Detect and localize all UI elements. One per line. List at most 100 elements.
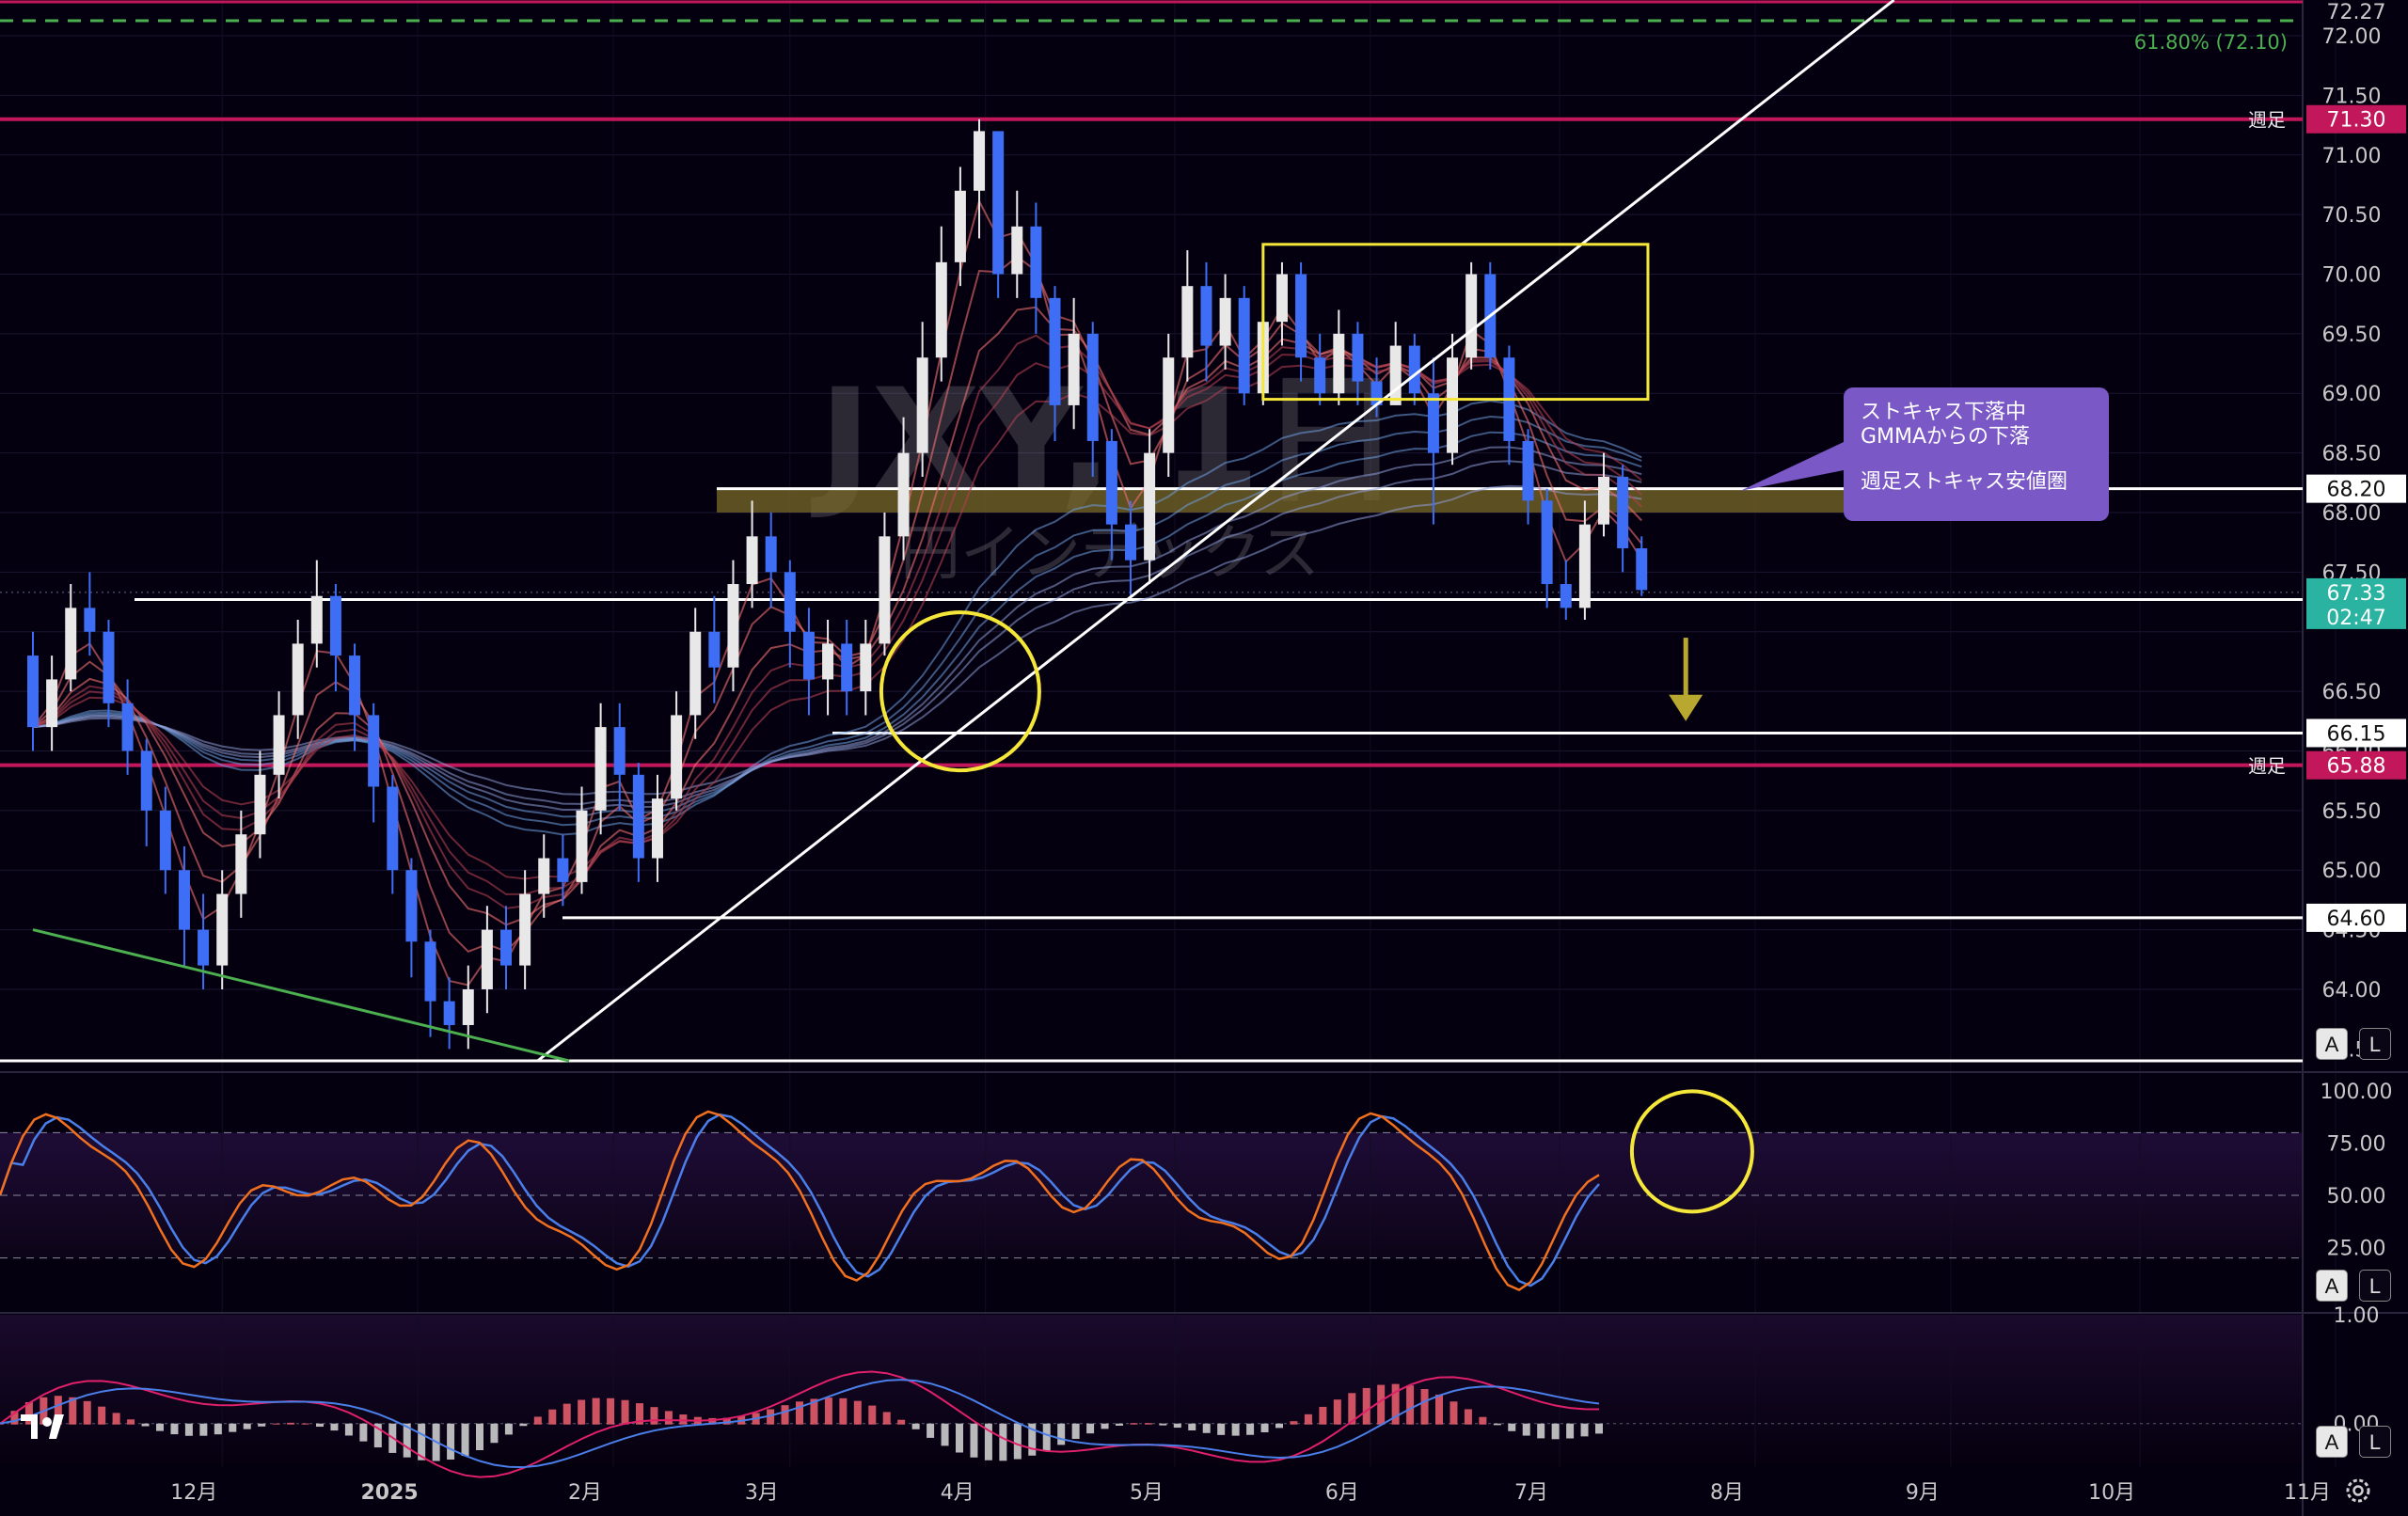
macd-histogram-bar <box>1566 1423 1575 1439</box>
macd-histogram-bar <box>1406 1385 1415 1425</box>
macd-histogram-bar <box>1173 1423 1181 1429</box>
candle-body <box>1181 286 1194 358</box>
candle-body <box>178 870 190 930</box>
stoch-auto-toggle[interactable]: A <box>2316 1270 2348 1302</box>
price-tick: 64.00 <box>2322 979 2382 1003</box>
weekly-price-tag-bg <box>2306 104 2406 134</box>
macd-histogram-bar <box>199 1423 208 1436</box>
macd-histogram-bar <box>708 1417 717 1425</box>
macd-histogram-bar <box>1493 1423 1501 1426</box>
weekly-tag: 週足 <box>2248 109 2286 132</box>
macd-histogram-bar <box>1580 1423 1589 1437</box>
candle-body <box>65 608 77 680</box>
candle-body <box>1200 286 1212 346</box>
candle-body <box>235 834 247 894</box>
candle-body <box>254 774 266 835</box>
candle-body <box>1636 548 1648 591</box>
price-tick: 71.00 <box>2322 145 2382 168</box>
macd-histogram-bar <box>1290 1421 1298 1425</box>
macd-histogram-bar <box>868 1405 877 1425</box>
stoch-tick: 25.00 <box>2327 1238 2386 1261</box>
level-price-tag-bg <box>2306 474 2406 503</box>
candle-body <box>594 727 607 811</box>
candle-body <box>84 608 96 632</box>
macd-histogram-bar <box>490 1423 499 1444</box>
macd-histogram-bar <box>1551 1423 1560 1440</box>
candle-body <box>1333 333 1345 394</box>
candle-body <box>1408 345 1420 394</box>
macd-histogram-bar <box>156 1423 164 1431</box>
macd-histogram-bar <box>1144 1423 1152 1425</box>
macd-histogram-bar <box>897 1419 906 1425</box>
current-price-bg <box>2306 577 2406 629</box>
candle-body <box>1049 297 1061 405</box>
macd-histogram-bar <box>956 1423 963 1453</box>
candle-body <box>992 131 1005 275</box>
macd-histogram-bar <box>98 1406 106 1425</box>
tradingview-logo <box>21 1414 64 1439</box>
price-tick: 72.00 <box>2322 25 2382 49</box>
gmma-long-line <box>32 484 1642 796</box>
macd-histogram-bar <box>461 1423 469 1457</box>
macd-histogram-bar <box>1333 1399 1341 1425</box>
candle-body <box>310 595 323 644</box>
candle-body <box>765 536 777 573</box>
candle-body <box>27 655 39 728</box>
candle-body <box>860 643 872 692</box>
macd-histogram-bar <box>359 1423 368 1442</box>
callout-line-1: ストキャス下落中 <box>1861 401 2027 424</box>
candle-body <box>121 703 134 751</box>
time-tick: 12月 <box>170 1481 217 1505</box>
candle-body <box>651 798 663 859</box>
macd-histogram-bar <box>1202 1423 1211 1433</box>
stoch-highlight-circle <box>1629 1089 1754 1214</box>
price-tick: 69.00 <box>2322 383 2382 406</box>
macd-histogram-bar <box>344 1423 353 1436</box>
price-tick: 70.00 <box>2322 264 2382 288</box>
candle-body <box>519 893 531 966</box>
candle-body <box>481 929 493 989</box>
weekly-price-tag: 65.88 <box>2327 755 2386 779</box>
auto-scale-toggle[interactable]: A <box>2316 1028 2348 1060</box>
macd-histogram-bar <box>1362 1387 1370 1425</box>
candle-body <box>1068 333 1080 405</box>
candle-body <box>405 870 418 942</box>
log-scale-toggle[interactable]: L <box>2359 1028 2391 1060</box>
candle-body <box>916 357 928 453</box>
macd-histogram-bar <box>170 1423 179 1435</box>
macd-histogram-bar <box>650 1407 658 1425</box>
top-price-label: 72.27 <box>2327 1 2386 24</box>
weekly-price-tag-bg <box>2306 750 2406 780</box>
uptrend-line <box>536 0 1895 1063</box>
macd-log-toggle[interactable]: L <box>2359 1426 2391 1458</box>
candle-body <box>368 715 380 787</box>
macd-histogram-bar <box>10 1411 19 1425</box>
level-price-tag-bg <box>2306 719 2406 748</box>
candle-body <box>1295 274 1307 358</box>
price-tick: 65.50 <box>2322 800 2382 824</box>
macd-histogram-bar <box>984 1423 992 1461</box>
macd-histogram-bar <box>1595 1423 1603 1434</box>
candle-body <box>879 536 891 644</box>
annotation-callout[interactable]: ストキャス下落中 GMMAからの下落 週足ストキャス安値圏 <box>1844 387 2109 521</box>
macd-tick: 1.00 <box>2334 1304 2380 1328</box>
macd-auto-toggle[interactable]: A <box>2316 1426 2348 1458</box>
price-tick: 68.00 <box>2322 502 2382 526</box>
candle-body <box>897 452 910 537</box>
level-price-tag: 68.20 <box>2327 479 2386 502</box>
range-box <box>1261 243 1650 402</box>
price-tick: 65.00 <box>2322 860 2382 883</box>
time-tick: 2025 <box>361 1481 419 1505</box>
macd-histogram-bar <box>1420 1389 1429 1425</box>
price-tick: 68.50 <box>2322 443 2382 466</box>
macd-histogram-bar <box>592 1398 600 1425</box>
time-tick: 4月 <box>941 1481 974 1505</box>
settings-gear-icon[interactable] <box>2342 1475 2374 1507</box>
gmma-long-line <box>32 431 1642 818</box>
candle-body <box>500 929 513 966</box>
macd-histogram-bar <box>83 1400 91 1425</box>
candle-body <box>822 643 834 680</box>
stoch-log-toggle[interactable]: L <box>2359 1270 2391 1302</box>
